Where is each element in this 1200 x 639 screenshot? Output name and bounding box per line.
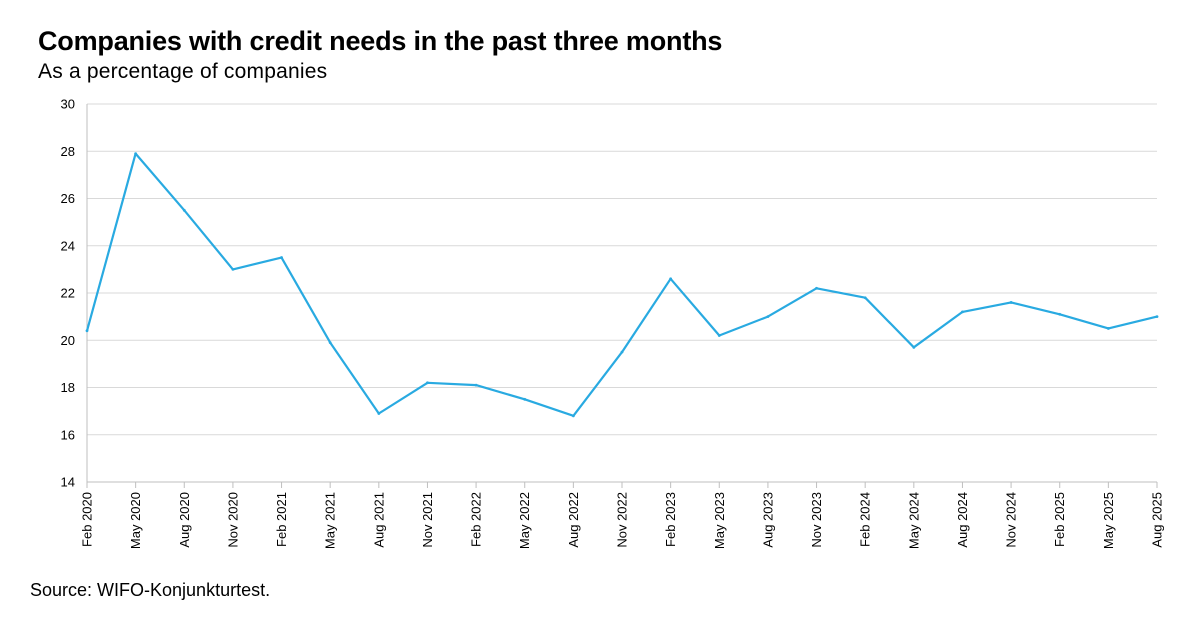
x-tick-label: Nov 2022 [615, 492, 630, 548]
x-tick-label: Feb 2024 [858, 492, 873, 547]
data-point [766, 315, 770, 319]
x-tick-label: May 2021 [323, 492, 338, 549]
x-tick-label: Feb 2023 [663, 492, 678, 547]
x-tick-label: Nov 2023 [809, 492, 824, 548]
data-point [1058, 312, 1062, 316]
x-tick-label: Feb 2020 [80, 492, 95, 547]
data-point [328, 341, 332, 345]
y-tick-label: 26 [61, 191, 75, 206]
x-tick-label: Nov 2021 [420, 492, 435, 548]
y-tick-label: 28 [61, 144, 75, 159]
data-point [912, 345, 916, 349]
data-point [620, 350, 624, 354]
data-point [669, 277, 673, 281]
x-tick-label: Aug 2021 [371, 492, 386, 548]
x-tick-label: May 2020 [128, 492, 143, 549]
data-point [474, 383, 478, 387]
data-point [231, 267, 235, 271]
data-point [523, 397, 527, 401]
chart-title: Companies with credit needs in the past … [38, 26, 723, 56]
x-tick-label: Feb 2025 [1052, 492, 1067, 547]
data-point [717, 334, 721, 337]
x-tick-label: Aug 2022 [566, 492, 581, 548]
x-axis-tick-labels: Feb 2020 May 2020 Aug 2020 Nov 2020 Feb 2021… [80, 492, 1165, 549]
data-point [426, 381, 429, 385]
data-point [571, 414, 575, 418]
x-tick-label: Aug 2020 [177, 492, 192, 548]
data-point [1155, 315, 1159, 319]
x-tick-label: Nov 2020 [225, 492, 240, 548]
source-note: Source: WIFO-Konjunkturtest. [30, 580, 271, 600]
y-tick-label: 16 [61, 427, 75, 442]
data-point [377, 412, 381, 415]
data-point [815, 286, 818, 290]
x-tick-label: May 2025 [1101, 492, 1116, 549]
series-layer [85, 152, 1159, 418]
y-tick-label: 24 [61, 238, 75, 253]
data-point [1106, 327, 1110, 330]
data-point [134, 152, 138, 156]
data-point [863, 296, 867, 300]
x-tick-label: Aug 2024 [955, 492, 970, 548]
x-tick-label: May 2023 [712, 492, 727, 549]
y-tick-label: 18 [61, 380, 75, 395]
gridlines [87, 103, 1157, 436]
y-tick-label: 30 [61, 97, 75, 112]
y-tick-label: 20 [61, 333, 75, 348]
series-line-0 [85, 152, 1159, 417]
x-tick-label: Nov 2024 [1004, 492, 1019, 548]
x-tick-label: Feb 2022 [469, 492, 484, 547]
data-point [1009, 301, 1013, 304]
data-point [280, 256, 283, 259]
x-tick-label: Aug 2025 [1150, 492, 1165, 548]
x-tick-label: May 2022 [517, 492, 532, 549]
y-tick-label: 14 [61, 475, 75, 490]
data-point [182, 208, 186, 212]
x-tick-label: Feb 2021 [274, 492, 289, 547]
x-tick-label: May 2024 [906, 492, 921, 549]
data-point [85, 329, 89, 333]
chart-subtitle: As a percentage of companies [38, 60, 328, 83]
axes [86, 104, 1158, 488]
y-tick-label: 22 [61, 286, 75, 301]
data-point [961, 310, 964, 314]
y-axis-tick-labels: 14 16 18 20 22 24 26 28 30 [61, 97, 75, 490]
x-tick-label: Aug 2023 [760, 492, 775, 548]
